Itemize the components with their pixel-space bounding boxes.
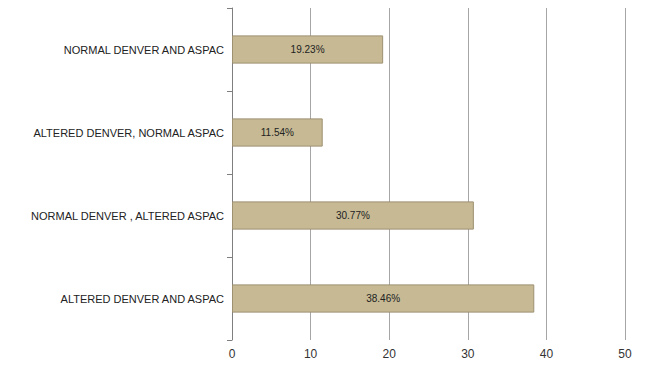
svg-text:30: 30: [461, 347, 475, 361]
svg-text:ALTERED DENVER, NORMAL ASPAC: ALTERED DENVER, NORMAL ASPAC: [33, 127, 224, 139]
svg-text:10: 10: [304, 347, 318, 361]
svg-text:40: 40: [540, 347, 554, 361]
svg-text:50: 50: [618, 347, 632, 361]
svg-text:11.54%: 11.54%: [261, 127, 294, 138]
svg-text:19.23%: 19.23%: [291, 44, 325, 55]
svg-text:30.77%: 30.77%: [336, 210, 370, 221]
svg-text:38.46%: 38.46%: [366, 293, 400, 304]
svg-text:0: 0: [229, 347, 236, 361]
svg-text:20: 20: [383, 347, 397, 361]
svg-text:NORMAL DENVER , ALTERED ASPAC: NORMAL DENVER , ALTERED ASPAC: [31, 210, 224, 222]
svg-text:NORMAL DENVER AND ASPAC: NORMAL DENVER AND ASPAC: [64, 44, 224, 56]
svg-text:ALTERED DENVER AND ASPAC: ALTERED DENVER AND ASPAC: [61, 293, 224, 305]
